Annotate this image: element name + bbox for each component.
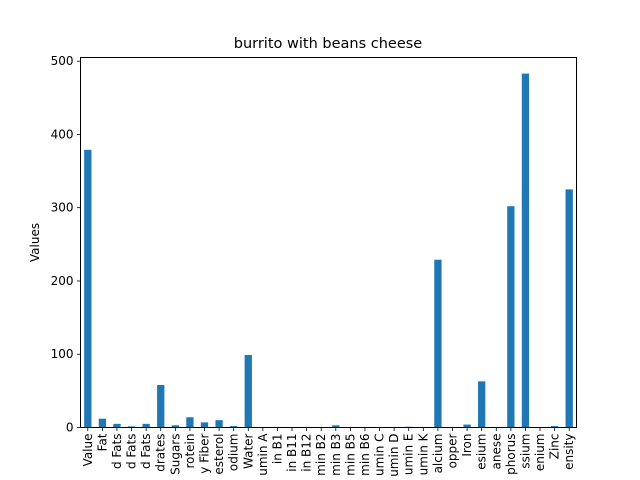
x-tick-label: esium (475, 434, 489, 470)
bar (171, 425, 179, 428)
y-tick-label: 100 (51, 347, 74, 361)
bar (244, 354, 252, 428)
bar (98, 418, 107, 428)
x-tick-label: Fat (95, 433, 109, 451)
bar (478, 381, 486, 428)
bar (84, 149, 92, 428)
bar (186, 417, 194, 428)
x-tick-label: rotein (183, 434, 197, 469)
x-tick-label: y Fiber (198, 433, 212, 473)
bar (550, 426, 559, 428)
x-tick-label: in B12 (300, 434, 314, 472)
x-tick-label: min B3 (329, 434, 343, 476)
x-tick-label: umin K (416, 432, 430, 475)
bar (332, 425, 340, 428)
x-tick-label: in B11 (285, 434, 299, 472)
y-tick-label: 500 (51, 54, 74, 68)
x-tick-label: ensity (562, 434, 576, 470)
x-tick-label: umin C (373, 434, 387, 476)
bar (215, 420, 223, 428)
x-tick-label: phorus (504, 434, 518, 475)
x-tick-label: d Fats (110, 434, 124, 470)
bar (127, 426, 136, 428)
y-tick-label: 0 (66, 421, 74, 435)
x-tick-label: d Fats (125, 434, 139, 470)
x-tick-label: enium (533, 434, 547, 472)
x-tick-label: alcium (431, 434, 445, 474)
bar (521, 73, 530, 428)
x-tick-label: Water (241, 433, 255, 469)
x-axis: Value Fat d Fats d Fats d Fats drates Sugars ro… (81, 427, 576, 477)
bar (463, 424, 471, 428)
y-tick-label: 200 (51, 274, 74, 288)
x-tick-label: min B5 (343, 434, 357, 476)
y-tick-label: 300 (51, 201, 74, 215)
bar (434, 259, 442, 428)
x-tick-label: umin E (402, 434, 416, 476)
x-tick-label: d Fats (139, 434, 153, 470)
bar (200, 422, 209, 428)
x-tick-label: Iron (460, 434, 474, 457)
bar (157, 385, 165, 428)
x-tick-label: in B1 (270, 434, 284, 465)
bar (565, 189, 573, 428)
x-tick-label: umin A (256, 433, 270, 476)
x-tick-label: anese (489, 434, 503, 470)
x-tick-label: Value (81, 434, 95, 467)
bar (507, 206, 515, 428)
x-tick-label: opper (446, 433, 460, 468)
y-axis-label: Values (28, 223, 42, 262)
chart-title: burrito with beans cheese (234, 36, 423, 52)
x-tick-label: Sugars (168, 434, 182, 475)
y-tick-label: 400 (51, 127, 74, 141)
x-tick-label: min B2 (314, 434, 328, 476)
x-tick-label: odium (227, 434, 241, 472)
x-tick-label: Zinc (548, 434, 562, 460)
x-tick-label: esterol (212, 434, 226, 475)
y-axis: 0 100 200 300 400 500 (51, 54, 81, 435)
bar (142, 423, 150, 428)
x-tick-label: ssium (518, 434, 532, 469)
bar (113, 423, 121, 428)
x-tick-label: drates (154, 434, 168, 472)
bars-group (84, 73, 573, 428)
x-tick-label: umin D (387, 434, 401, 477)
plot-frame (80, 57, 577, 428)
bar (230, 426, 238, 428)
x-tick-label: min B6 (358, 434, 372, 476)
